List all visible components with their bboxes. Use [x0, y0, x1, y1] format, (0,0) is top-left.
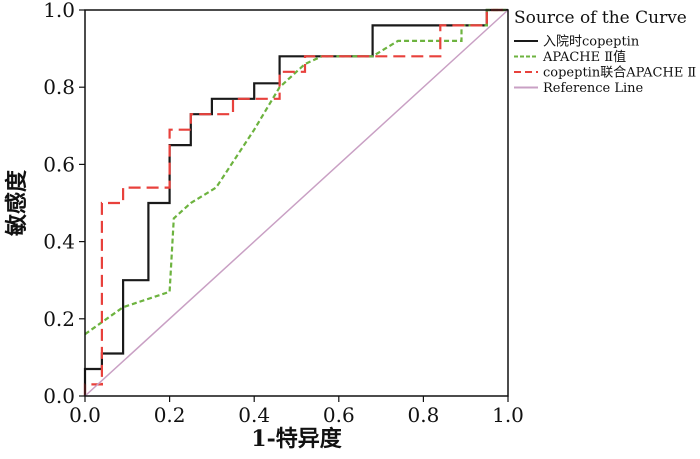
y-tick-label: 0.0	[43, 384, 75, 408]
legend-label-0: 入院时copeptin	[543, 35, 640, 50]
y-axis-title: 敏感度	[4, 169, 30, 237]
x-tick-label: 1.0	[492, 403, 524, 427]
series-line-1	[84, 8, 508, 336]
x-tick-label: 0.4	[238, 403, 270, 427]
legend-label-3: Reference Line	[543, 81, 644, 96]
series-lines	[83, 8, 509, 397]
x-axis-title: 1-特异度	[251, 426, 342, 452]
y-tick-label: 0.6	[43, 152, 75, 176]
x-tick-label: 0.0	[69, 403, 101, 427]
x-tick-label: 0.8	[407, 403, 439, 427]
x-tick-label: 0.2	[154, 403, 186, 427]
series-line-3	[84, 9, 509, 397]
legend-title: Source of the Curve	[514, 8, 687, 28]
y-tick-label: 0.2	[43, 307, 75, 331]
y-tick-label: 0.4	[43, 230, 75, 254]
x-tick-label: 0.6	[323, 403, 355, 427]
y-tick-label: 1.0	[43, 0, 75, 22]
plot-frame	[84, 9, 509, 397]
legend-label-1: APACHE Ⅱ值	[542, 49, 626, 65]
legend-label-2: copeptin联合APACHE Ⅱ	[543, 66, 696, 81]
series-line-2	[83, 8, 508, 396]
axis-ticks: 0.0 0.2 0.4 0.6 0.8 1.0 0.0 0.2 0.4 0.6 0.8 1.0	[43, 0, 524, 427]
y-tick-label: 0.8	[43, 75, 75, 99]
